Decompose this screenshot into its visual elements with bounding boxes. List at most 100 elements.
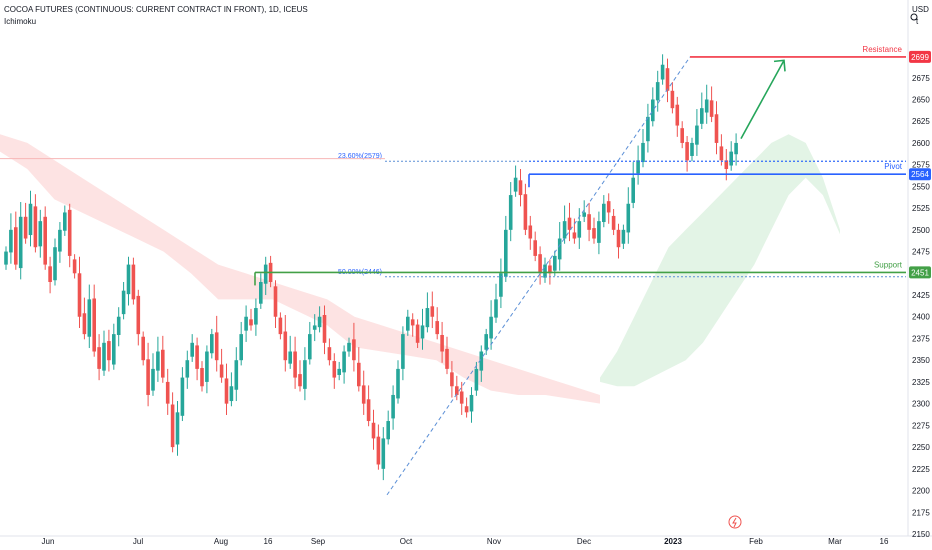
ichimoku-cloud-bearish	[0, 134, 600, 404]
candle-body	[704, 99, 709, 113]
candle-body	[82, 313, 87, 335]
x-tick-label: 16	[880, 537, 889, 546]
candle-body	[210, 334, 214, 354]
y-tick-label: 2425	[912, 291, 930, 300]
candle-body	[141, 336, 145, 361]
candle-body	[655, 82, 660, 101]
candle-body	[616, 229, 621, 248]
level-price-tag-pivot	[909, 168, 931, 181]
candle-body	[636, 160, 640, 174]
candle-body	[494, 299, 498, 318]
y-tick-label: 2175	[912, 508, 930, 517]
candle-body	[121, 290, 126, 315]
candle-body	[234, 360, 239, 390]
candle-body	[714, 114, 719, 143]
candle-body	[327, 347, 332, 361]
level-label-resistance: Resistance	[862, 45, 902, 54]
candle-body	[332, 361, 337, 378]
candle-body	[548, 265, 552, 274]
projection-arrow-shaft	[740, 59, 785, 139]
candle-body	[695, 125, 699, 145]
symbol-title: COCOA FUTURES (CONTINUOUS: CURRENT CONTR…	[4, 5, 308, 14]
y-tick-label: 2550	[912, 182, 930, 191]
candle-body	[185, 360, 190, 378]
lightning-icon	[728, 515, 742, 529]
candle-body	[146, 359, 150, 395]
candle-body	[450, 372, 454, 387]
y-tick-label: 2275	[912, 421, 930, 430]
candle-body	[14, 227, 18, 265]
candle-body	[621, 229, 626, 244]
candle-body	[156, 351, 160, 371]
candle-body	[523, 194, 528, 230]
candle-body	[43, 216, 47, 265]
candle-body	[249, 319, 253, 326]
candle-body	[205, 351, 209, 382]
candle-body	[611, 215, 616, 230]
candle-body	[381, 438, 386, 469]
y-tick-label: 2575	[912, 161, 930, 170]
candle-body	[729, 151, 733, 166]
candle-body	[709, 100, 714, 117]
candle-body	[602, 203, 606, 223]
lightning-icon-circle	[728, 515, 742, 529]
candle-body	[180, 377, 185, 416]
candle-body	[102, 342, 106, 371]
candle-body	[72, 259, 77, 274]
candle-body	[259, 281, 263, 304]
candle-body	[63, 212, 67, 231]
y-tick-label: 2150	[912, 530, 930, 539]
indicator-label[interactable]: Ichimoku	[4, 17, 37, 26]
candle-body	[361, 385, 366, 404]
candle-body	[680, 128, 684, 143]
candle-body	[553, 255, 557, 271]
candle-body	[562, 221, 567, 239]
candle-body	[567, 217, 572, 230]
candle-body	[504, 229, 508, 277]
candle-body	[136, 295, 141, 335]
candle-body	[582, 212, 586, 217]
candle-body	[116, 316, 121, 335]
candle-body	[499, 273, 503, 297]
candle-body	[557, 238, 562, 260]
candle-body	[342, 351, 346, 373]
candle-body	[293, 351, 297, 378]
candle-body	[239, 334, 243, 361]
candle-body	[273, 286, 278, 317]
candle-body	[254, 308, 258, 325]
candle-body	[288, 351, 292, 364]
candle-body	[660, 64, 665, 80]
candle-body	[391, 394, 395, 419]
candle-body	[597, 221, 601, 243]
x-tick-label: 2023	[664, 537, 682, 546]
candle-body	[190, 342, 194, 357]
candle-body	[464, 406, 469, 413]
y-tick-label: 2400	[912, 313, 930, 322]
candle-body	[410, 319, 415, 326]
candle-body	[229, 386, 234, 402]
candle-body	[170, 404, 175, 448]
projection-arrow-head	[773, 59, 786, 72]
candle-body	[455, 386, 459, 395]
candle-body	[386, 421, 390, 440]
candle-body	[445, 348, 449, 369]
candle-body	[317, 316, 322, 328]
x-tick-label: Jun	[42, 537, 55, 546]
candle-body	[77, 273, 82, 317]
level-price-tag-text: 2564	[911, 170, 929, 179]
candle-body	[131, 264, 136, 300]
candle-body	[92, 298, 96, 352]
candle-body	[161, 349, 165, 378]
candle-body	[126, 264, 131, 295]
level-price-tag-text: 2451	[911, 268, 929, 277]
candle-body	[513, 177, 518, 192]
candle-body	[58, 229, 62, 252]
candle-body	[577, 221, 582, 238]
candle-body	[484, 334, 488, 350]
candle-body	[592, 228, 596, 239]
candle-body	[430, 306, 435, 317]
candle-body	[312, 325, 317, 330]
candle-body	[719, 146, 724, 161]
y-tick-label: 2650	[912, 95, 930, 104]
